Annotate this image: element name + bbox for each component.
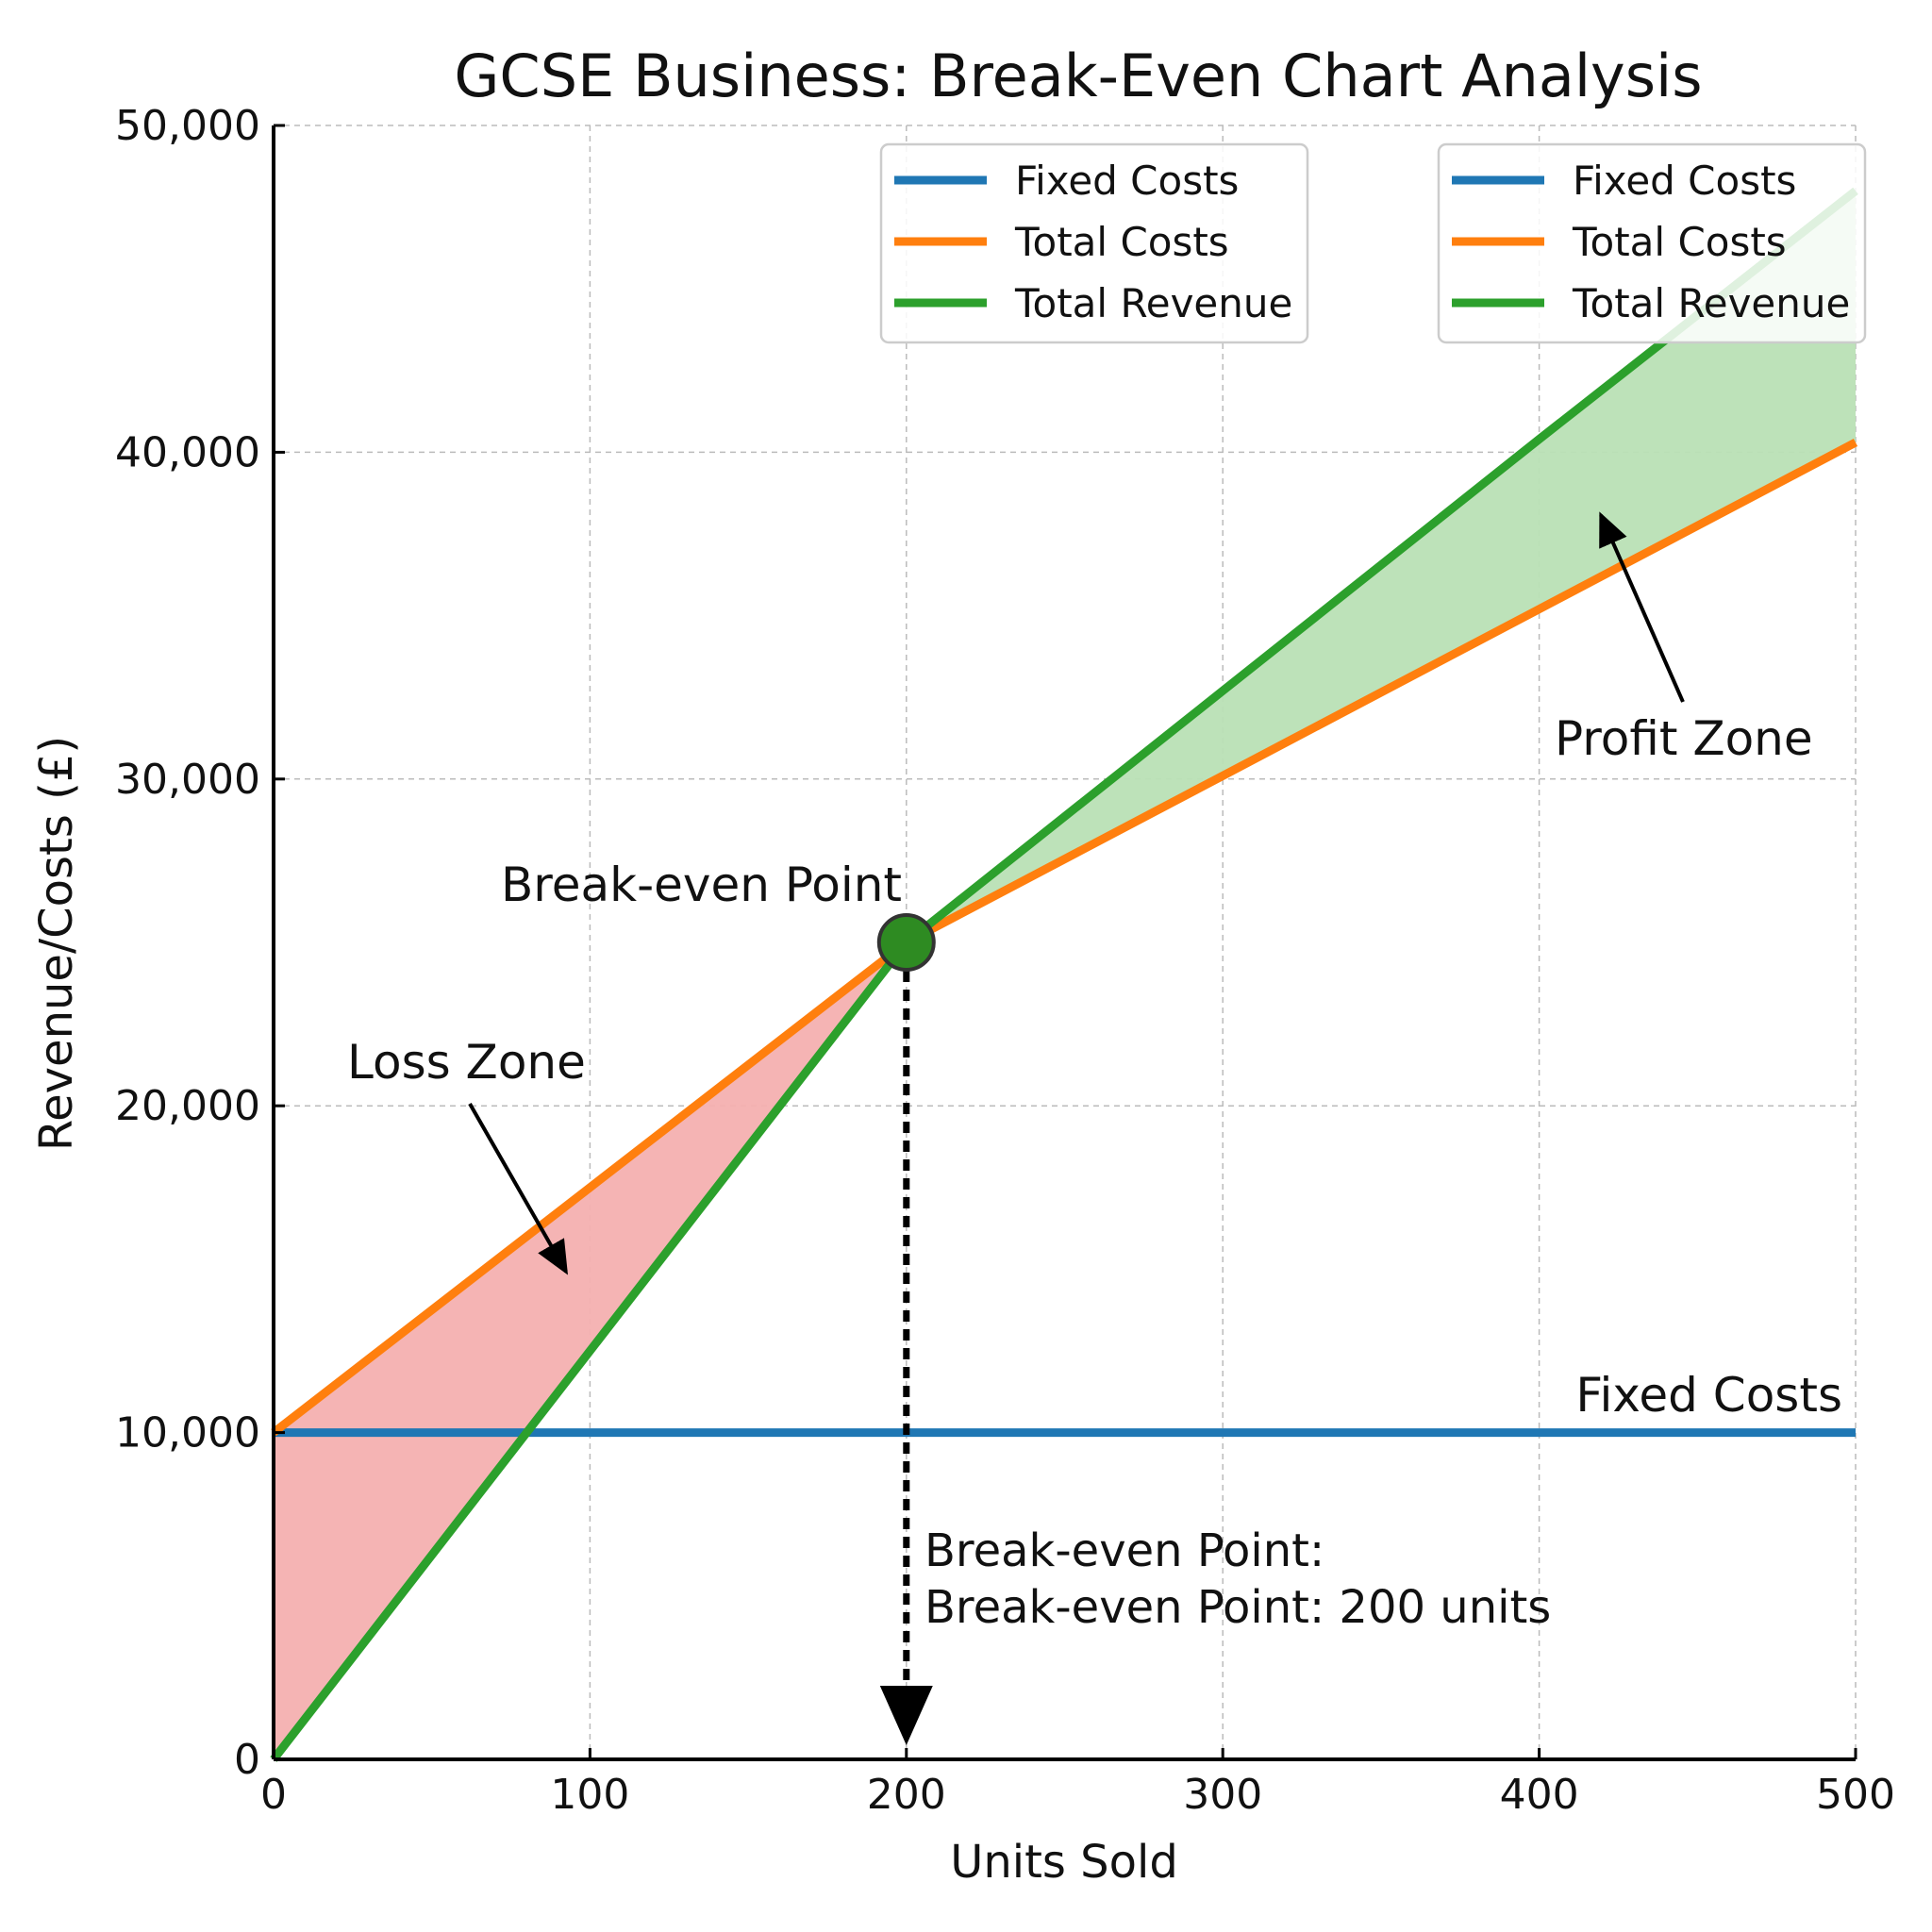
x-tick-label: 300 (1183, 1771, 1262, 1819)
chart-title: GCSE Business: Break-Even Chart Analysis (454, 42, 1702, 110)
fixed-costs-label: Fixed Costs (1575, 1368, 1842, 1423)
axes: 0 100 200 300 400 500 0 10,000 20,000 30,000 40,00… (115, 102, 1895, 1819)
x-axis-label: Units Sold (950, 1836, 1178, 1889)
legend-label: Fixed Costs (1573, 158, 1796, 204)
grid (274, 125, 1857, 1759)
legend-top-center: Fixed Costs Total Costs Total Revenue (879, 142, 1309, 344)
bep-text-line2: Break-even Point: 200 units (924, 1581, 1551, 1634)
total-costs-line (271, 439, 1858, 1437)
break-even-marker (876, 913, 936, 972)
x-tick-label: 200 (867, 1771, 946, 1819)
total-revenue-line (270, 187, 1858, 1762)
y-tick-label: 10,000 (115, 1409, 260, 1457)
y-axis-label: Revenue/Costs (£) (30, 736, 83, 1151)
y-tick-label: 30,000 (115, 756, 260, 804)
x-tick-label: 0 (260, 1771, 287, 1819)
y-tick-label: 40,000 (115, 428, 260, 476)
annotations: Break-even Point Loss Zone Profit Zone F… (347, 511, 1842, 1634)
y-tick-label: 0 (234, 1736, 260, 1784)
legend-label: Total Costs (1014, 219, 1229, 265)
profit-zone-arrow (1599, 511, 1685, 703)
break-even-label: Break-even Point (501, 858, 902, 912)
series-lines (270, 187, 1858, 1762)
x-tick-label: 500 (1816, 1771, 1895, 1819)
x-tick-label: 400 (1500, 1771, 1579, 1819)
legend-label: Total Revenue (1572, 280, 1850, 326)
loss-zone-arrow (468, 1103, 568, 1275)
legend-label: Fixed Costs (1015, 158, 1239, 204)
profit-zone-label: Profit Zone (1555, 711, 1813, 766)
legend-top-right: Fixed Costs Total Costs Total Revenue (1437, 142, 1867, 344)
legend-box (1437, 142, 1867, 344)
y-tick-label: 50,000 (115, 102, 260, 150)
legend-box (879, 142, 1309, 344)
loss-zone-label: Loss Zone (347, 1035, 586, 1090)
legend-label: Total Revenue (1014, 280, 1292, 326)
y-tick-label: 20,000 (115, 1082, 260, 1130)
x-tick-label: 100 (550, 1771, 629, 1819)
bep-text-line1: Break-even Point: (924, 1524, 1324, 1577)
legend-label: Total Costs (1572, 219, 1787, 265)
